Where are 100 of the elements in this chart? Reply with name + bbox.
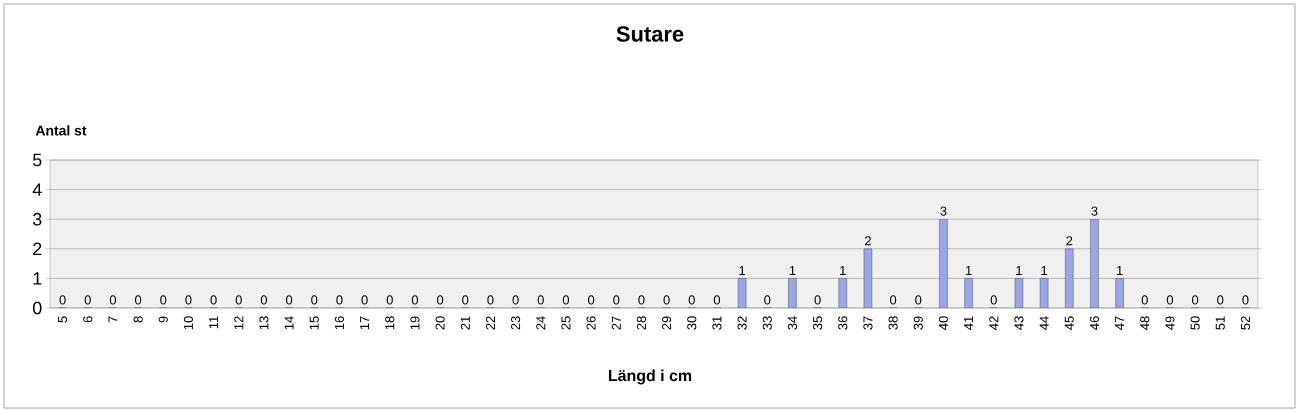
data-label: 0 (764, 295, 771, 305)
data-label: 0 (210, 295, 217, 305)
data-label: 0 (437, 295, 444, 305)
x-tick-label: 16 (334, 316, 345, 330)
x-tick-label: 10 (183, 316, 194, 330)
x-tick-label: 41 (964, 316, 974, 330)
y-tick-label: 4 (32, 183, 42, 196)
x-tick-label: 20 (435, 316, 445, 330)
data-label: 0 (890, 295, 897, 305)
data-label: 0 (663, 295, 670, 305)
x-tick-label: 15 (309, 316, 319, 330)
data-label: 0 (260, 295, 268, 305)
data-label: 2 (1066, 236, 1073, 246)
data-label: 0 (235, 295, 242, 305)
data-label: 3 (1091, 206, 1098, 216)
x-tick-label: 29 (662, 316, 672, 330)
data-label: 0 (386, 295, 393, 305)
data-label: 1 (1016, 265, 1022, 275)
x-tick-label: 11 (209, 316, 219, 329)
data-label: 0 (1242, 295, 1249, 305)
data-label: 1 (965, 265, 972, 275)
y-tick-label: 1 (33, 272, 42, 285)
x-tick-label: 26 (586, 316, 596, 330)
data-label: 0 (109, 295, 117, 305)
data-label: 0 (1192, 295, 1199, 305)
x-tick-label: 45 (1064, 316, 1074, 330)
x-tick-label: 51 (1215, 316, 1225, 330)
data-label: 0 (160, 295, 167, 305)
x-tick-label: 14 (284, 316, 294, 330)
x-tick-label: 21 (460, 316, 470, 330)
data-label: 0 (411, 295, 419, 305)
data-label: 0 (613, 295, 620, 305)
data-label: 0 (814, 295, 821, 305)
data-label: 2 (864, 236, 871, 246)
x-tick-label: 49 (1165, 316, 1175, 330)
x-tick-label: 7 (108, 316, 118, 323)
data-label: 1 (789, 265, 796, 275)
x-tick-label: 35 (813, 316, 823, 330)
x-tick-label: 12 (234, 316, 244, 330)
data-label: 0 (1166, 295, 1174, 305)
x-tick-label: 42 (989, 316, 999, 330)
data-label: 1 (840, 265, 846, 275)
x-tick-label: 25 (561, 316, 571, 330)
x-tick-label: 6 (83, 316, 93, 323)
x-tick-label: 32 (737, 316, 747, 330)
x-tick-label: 30 (687, 316, 697, 330)
data-label: 0 (915, 295, 922, 305)
x-tick-label: 9 (158, 316, 168, 323)
data-label: 0 (361, 295, 368, 305)
data-label: 0 (336, 295, 343, 305)
data-label: 0 (462, 295, 469, 305)
x-tick-label: 5 (58, 316, 68, 323)
x-tick-label: 18 (385, 316, 395, 330)
data-label: 1 (1041, 265, 1048, 275)
y-tick-label: 3 (32, 212, 42, 226)
data-label: 0 (59, 295, 66, 305)
x-tick-label: 36 (838, 316, 848, 330)
x-tick-label: 44 (1039, 316, 1049, 330)
data-label: 1 (1116, 265, 1123, 275)
x-tick-label: 13 (259, 316, 269, 330)
y-tick-label: 0 (32, 301, 42, 315)
data-label: 0 (84, 295, 91, 305)
data-label: 0 (537, 295, 544, 305)
y-tick-label: 2 (33, 242, 42, 256)
x-tick-label: 24 (536, 316, 546, 330)
x-tick-label: 34 (787, 316, 798, 330)
y-axis-title: Antal st (35, 125, 87, 136)
x-tick-label: 38 (888, 316, 898, 330)
x-tick-label: 28 (636, 316, 647, 330)
x-tick-label: 22 (485, 316, 495, 330)
data-label: 0 (1217, 295, 1224, 305)
x-tick-label: 33 (762, 316, 772, 330)
data-label: 1 (739, 265, 746, 275)
y-tick-label: 5 (32, 153, 42, 167)
x-tick-label: 8 (133, 316, 143, 323)
data-label: 0 (1141, 295, 1148, 305)
data-label: 0 (487, 295, 494, 305)
data-label: 0 (688, 295, 695, 305)
x-tick-label: 52 (1240, 316, 1251, 330)
data-label: 0 (185, 295, 192, 305)
x-tick-label: 19 (410, 316, 420, 330)
data-label: 0 (990, 295, 997, 305)
x-axis-title: Längd i cm (609, 369, 692, 385)
x-tick-label: 27 (611, 316, 621, 330)
data-label: 0 (638, 295, 645, 305)
x-tick-label: 17 (360, 316, 370, 330)
data-label: 3 (940, 206, 947, 216)
data-label: 0 (562, 295, 570, 305)
x-tick-label: 31 (712, 316, 722, 330)
data-label: 0 (311, 295, 318, 305)
x-tick-label: 37 (863, 316, 873, 330)
data-label: 0 (134, 295, 142, 305)
x-tick-label: 39 (913, 316, 923, 330)
chart-title: Sutare (616, 26, 684, 42)
x-tick-label: 23 (511, 316, 521, 330)
data-label: 0 (588, 295, 595, 305)
x-tick-label: 50 (1190, 316, 1200, 330)
data-label: 0 (713, 295, 721, 305)
x-tick-label: 48 (1140, 316, 1150, 330)
data-label: 0 (512, 295, 519, 305)
